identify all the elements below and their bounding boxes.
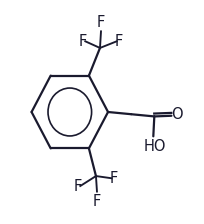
Text: HO: HO xyxy=(144,139,167,154)
Text: F: F xyxy=(110,171,118,186)
Text: F: F xyxy=(93,194,101,209)
Text: F: F xyxy=(74,179,82,194)
Text: F: F xyxy=(79,34,87,49)
Text: O: O xyxy=(171,107,183,122)
Text: F: F xyxy=(97,15,105,30)
Text: F: F xyxy=(115,34,123,49)
